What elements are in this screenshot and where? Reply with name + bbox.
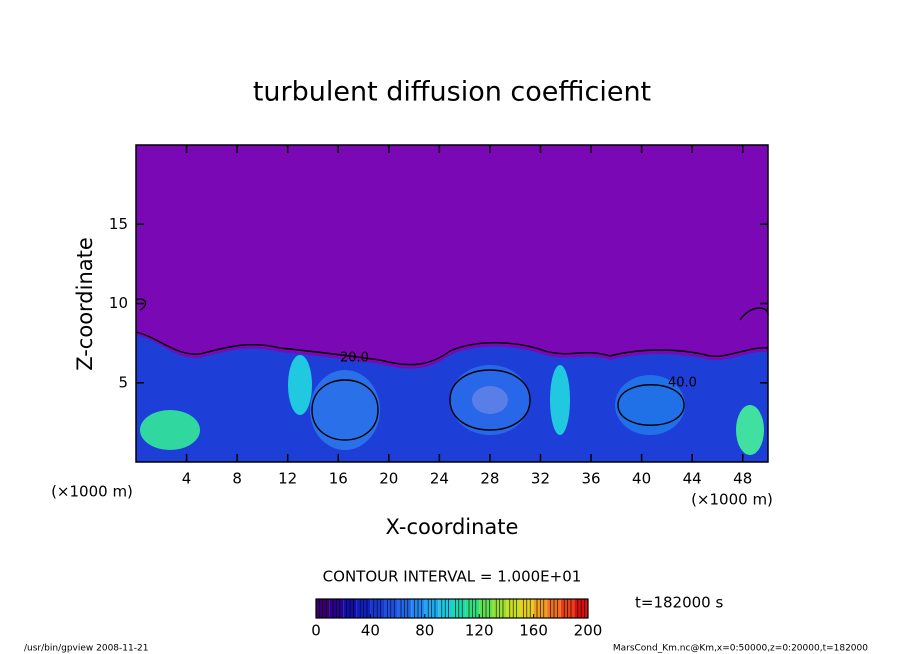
x-tick-label: 40 (632, 470, 651, 488)
y-axis-label: Z-coordinate (73, 237, 97, 371)
colorbar-tick-label: 0 (311, 622, 321, 640)
contour-line (311, 379, 379, 441)
chart-title: turbulent diffusion coefficient (253, 77, 651, 108)
y-unit: (×1000 m) (51, 483, 133, 501)
eddy (310, 370, 380, 450)
eddy (550, 365, 570, 435)
contour-line (617, 384, 685, 426)
y-tick-label: 10 (109, 294, 128, 312)
contour-line (135, 331, 769, 366)
x-tick-label: 24 (430, 470, 449, 488)
colorbar-tick-label: 120 (465, 622, 494, 640)
x-tick-label: 48 (733, 470, 752, 488)
x-tick-label: 28 (480, 470, 499, 488)
colorbar-frame (315, 598, 589, 619)
x-tick-label: 12 (278, 470, 297, 488)
eddy (140, 410, 200, 450)
eddy (736, 405, 764, 455)
colorbar-tick-label: 200 (574, 622, 603, 640)
colorbar-tick-label: 40 (361, 622, 380, 640)
eddy (472, 386, 508, 414)
contour-line (449, 369, 531, 431)
eddy (615, 375, 685, 435)
field (135, 145, 769, 462)
x-tick-label: 8 (232, 470, 242, 488)
contour-label: 40.0 (668, 376, 697, 391)
colorbar-tick-label: 80 (415, 622, 434, 640)
x-tick-label: 32 (531, 470, 550, 488)
colorbar-tick-label: 160 (519, 622, 548, 640)
x-tick-label: 20 (379, 470, 398, 488)
x-tick-label: 16 (329, 470, 348, 488)
y-tick-label: 5 (118, 373, 128, 391)
footer-left: /usr/bin/gpview 2008-11-21 (24, 644, 148, 654)
y-tick-label: 15 (109, 215, 128, 233)
x-tick-label: 44 (683, 470, 702, 488)
x-tick-label: 4 (182, 470, 192, 488)
contour-line (135, 298, 147, 311)
contour-interval: CONTOUR INTERVAL = 1.000E+01 (323, 568, 582, 586)
x-tick-label: 36 (581, 470, 600, 488)
contour-label: 20.0 (340, 351, 369, 366)
eddy (288, 355, 312, 415)
footer-right: MarsCond_Km.nc@Km,x=0:50000,z=0:20000,t=… (613, 644, 868, 654)
x-unit: (×1000 m) (691, 491, 773, 509)
time-label: t=182000 s (635, 594, 723, 612)
x-axis-label: X-coordinate (386, 515, 519, 539)
